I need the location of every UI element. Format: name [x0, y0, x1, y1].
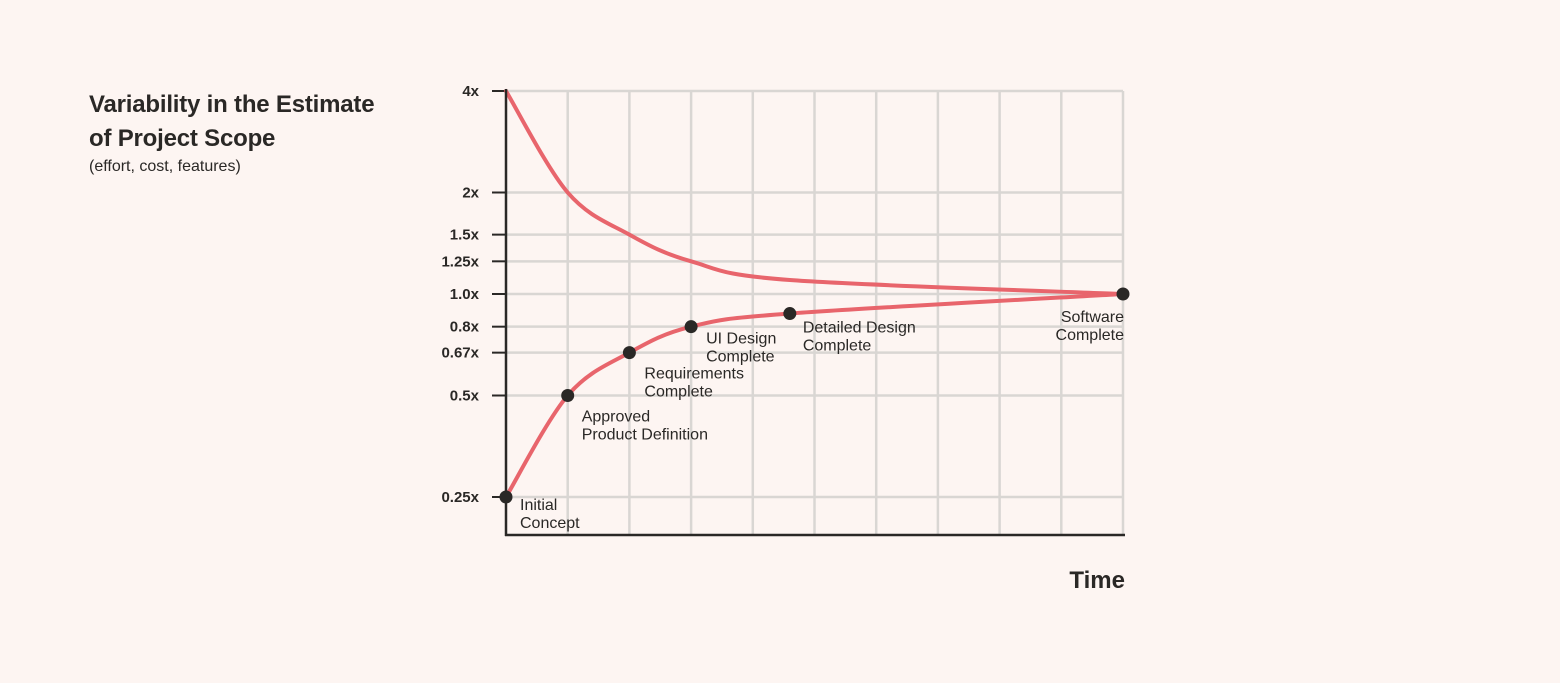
milestone-label-initial-concept: Concept	[520, 515, 580, 532]
y-tick-label: 0.8x	[450, 319, 480, 336]
y-tick-label: 0.25x	[441, 489, 479, 506]
y-tick-label: 2x	[462, 185, 479, 202]
x-axis-label: Time	[1069, 567, 1125, 594]
title-block: Variability in the Estimate of Project S…	[89, 88, 429, 176]
milestone-point-approved-product-definition	[561, 389, 575, 402]
milestone-label-ui-design-complete: Complete	[706, 349, 775, 366]
milestone-label-initial-concept: Initial	[520, 497, 557, 514]
milestone-label-requirements-complete: Requirements	[644, 366, 744, 383]
y-tick-label: 4x	[462, 83, 479, 100]
y-tick-label: 0.5x	[450, 388, 480, 405]
milestone-point-software-complete	[1116, 287, 1130, 301]
milestone-label-software-complete: Software	[1061, 309, 1124, 326]
axes	[504, 89, 1125, 537]
milestone-point-initial-concept	[499, 490, 513, 504]
milestone-label-detailed-design-complete: Detailed Design	[803, 320, 916, 337]
milestone-point-ui-design-complete	[684, 320, 698, 334]
y-tick-label: 1.5x	[450, 227, 480, 244]
chart-title-line-2: of Project Scope	[89, 125, 276, 152]
milestone-point-requirements-complete	[622, 346, 636, 360]
chart-title-line-1: Variability in the Estimate	[89, 91, 375, 118]
y-tick-label: 1.25x	[441, 253, 479, 270]
milestone-label-approved-product-definition: Product Definition	[582, 427, 708, 444]
milestone-point-detailed-design-complete	[783, 307, 797, 321]
milestone-markers	[499, 287, 1130, 504]
milestone-label-ui-design-complete: UI Design	[706, 331, 776, 348]
y-tick-label: 1.0x	[450, 286, 480, 303]
y-tick-label: 0.67x	[441, 345, 479, 362]
milestone-label-approved-product-definition: Approved	[582, 409, 651, 426]
milestone-label-requirements-complete: Complete	[644, 384, 713, 401]
milestone-label-software-complete: Complete	[1056, 327, 1125, 344]
grid	[506, 89, 1125, 535]
upper-bound-line	[504, 89, 1125, 296]
chart-title: Variability in the Estimate of Project S…	[89, 88, 429, 156]
y-axis-ticks: 4x 2x 1.5x 1.25x 1.0x 0.8x 0.67x 0.5x 0.25x	[441, 83, 506, 506]
chart-subtitle: (effort, cost, features)	[89, 158, 241, 175]
milestone-label-detailed-design-complete: Complete	[803, 338, 872, 355]
